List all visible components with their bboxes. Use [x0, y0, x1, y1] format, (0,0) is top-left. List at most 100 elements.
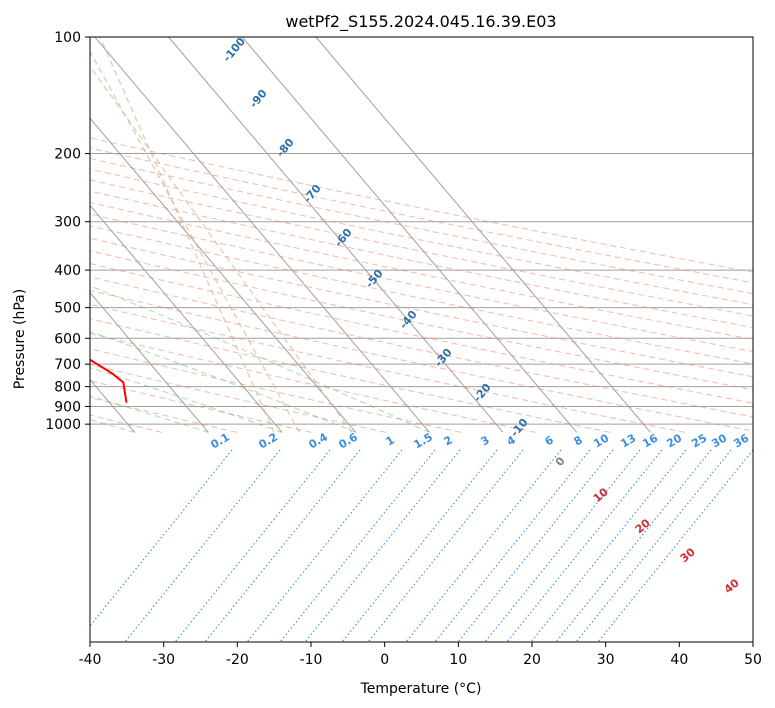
dry-adiabat-line	[0, 37, 13, 432]
dry-adiabat-line	[90, 157, 753, 295]
x-tick-label: 10	[449, 652, 467, 668]
y-tick-label: 500	[54, 301, 81, 317]
moist-adiabat-label: 0	[553, 454, 568, 468]
x-axis-label: Temperature (°C)	[360, 681, 482, 697]
mixing-ratio-line	[506, 449, 663, 642]
isotherm-line	[90, 204, 283, 433]
dry-adiabat-line	[90, 137, 753, 273]
dry-adiabat-line	[90, 147, 753, 284]
dry-adiabat-line	[90, 289, 753, 432]
y-tick-label: 800	[54, 380, 81, 396]
mixing-ratio-label: 3	[479, 433, 492, 448]
moist-adiabat-label: -30	[432, 346, 455, 370]
mixing-ratio-line	[367, 449, 524, 642]
mixing-ratio-label: 25	[689, 432, 709, 451]
mixing-ratio-label: 2	[442, 433, 455, 448]
x-tick-label: 30	[597, 652, 615, 668]
dry-adiabat-line	[90, 201, 753, 340]
dry-adiabat-line	[90, 168, 753, 306]
moist-adiabat-label: -20	[471, 381, 494, 405]
x-tick-label: -40	[79, 652, 102, 668]
mixing-ratio-line	[457, 449, 614, 642]
mixing-ratio-label: 6	[543, 433, 556, 448]
x-tick-label: 40	[670, 652, 688, 668]
moist-adiabat-label: -80	[274, 136, 297, 160]
mixing-ratio-label: 0.1	[209, 430, 232, 451]
y-tick-label: 600	[54, 331, 81, 347]
mixing-ratio-line	[246, 449, 403, 642]
dry-adiabat-line	[90, 250, 753, 391]
moist-adiabat-line	[90, 285, 430, 433]
y-tick-label: 700	[54, 357, 81, 373]
axis-ticks: -40 -30 -20 -10 0 10 20 30 40 5010020030040050060…	[45, 30, 762, 668]
moist-adiabat-line	[90, 395, 209, 433]
mixing-ratio-line	[90, 449, 233, 627]
mixing-ratio-label: 8	[572, 433, 585, 448]
y-tick-label: 1000	[45, 417, 81, 433]
x-tick-label: 20	[523, 652, 541, 668]
moist-adiabat-label: -90	[247, 87, 270, 111]
dry-adiabat-line	[90, 225, 753, 365]
dry-adiabat-label: 20	[633, 516, 653, 536]
isotherm-line	[90, 291, 209, 433]
dry-adiabat-line	[90, 190, 753, 329]
isotherm-line	[241, 37, 578, 433]
background-lines	[0, 37, 753, 642]
y-tick-label: 300	[54, 215, 81, 231]
dry-adiabat-label: 10	[591, 485, 611, 505]
dry-adiabat-label: 30	[678, 545, 698, 565]
y-tick-label: 100	[54, 30, 81, 46]
moist-adiabat-label: -60	[332, 226, 355, 250]
y-tick-label: 900	[54, 399, 81, 415]
moist-adiabat-line	[90, 367, 283, 433]
dry-adiabat-label: 40	[722, 576, 742, 596]
x-tick-label: -20	[226, 652, 249, 668]
mixing-ratio-line	[124, 449, 281, 642]
mixing-ratio-label: 16	[640, 431, 660, 450]
mixing-ratio-label: 0.2	[257, 430, 280, 451]
dry-adiabat-line	[90, 179, 753, 317]
mixing-ratio-label: 1.5	[412, 430, 435, 451]
mixing-ratio-label: 30	[709, 431, 729, 450]
tan-curve-line	[90, 65, 353, 433]
isotherm-line	[0, 37, 61, 432]
x-tick-label: 50	[744, 652, 762, 668]
mixing-ratio-line	[597, 449, 753, 642]
isotherm-line	[168, 37, 504, 433]
dry-adiabat-line	[90, 276, 753, 418]
mixing-ratio-line	[484, 449, 641, 642]
mixing-ratio-line	[555, 449, 712, 642]
mixing-ratio-line	[204, 449, 361, 642]
chart-title: wetPf2_S155.2024.045.16.39.E03	[285, 12, 556, 32]
mixing-ratio-line	[174, 449, 331, 642]
isotherm-line	[315, 37, 651, 433]
mixing-ratio-line	[575, 449, 732, 642]
x-tick-label: 0	[380, 652, 389, 668]
mixing-ratio-label: 36	[731, 431, 751, 450]
dry-adiabat-line	[90, 380, 312, 433]
mixing-ratio-label: 1	[384, 433, 397, 448]
isotherm-line	[94, 37, 430, 433]
y-axis-label: Pressure (hPa)	[12, 289, 28, 389]
mixing-ratio-line	[304, 449, 461, 642]
mixing-ratio-label: 20	[664, 431, 684, 450]
y-tick-label: 200	[54, 147, 81, 163]
mixing-ratio-label: 0.4	[307, 430, 331, 451]
mixing-ratio-label: 0.6	[337, 430, 361, 451]
moist-adiabat-label: -70	[301, 182, 324, 206]
x-tick-label: -30	[152, 652, 175, 668]
mixing-ratio-label: 13	[618, 432, 638, 451]
dry-adiabat-line	[90, 397, 237, 433]
mixing-ratio-label: 10	[591, 431, 611, 450]
x-tick-label: -10	[300, 652, 323, 668]
y-tick-label: 400	[54, 263, 81, 279]
mixing-ratio-line	[279, 449, 436, 642]
mixing-ratio-line	[341, 449, 498, 642]
isotherm-line	[90, 117, 357, 433]
plot-frame	[89, 36, 754, 643]
mixing-ratio-line	[405, 449, 562, 642]
dry-adiabat-line	[90, 213, 753, 353]
dry-adiabat-line	[90, 263, 753, 404]
tan-curve-line	[99, 37, 275, 433]
